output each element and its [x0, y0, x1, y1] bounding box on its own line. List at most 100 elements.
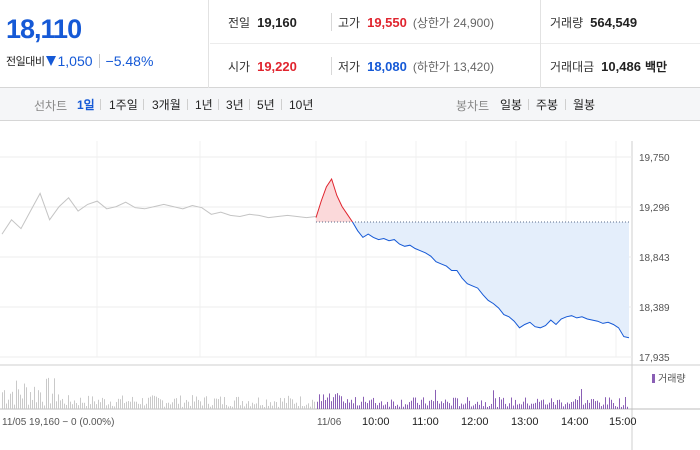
- volume-bar-prev: [162, 400, 163, 409]
- period-10y[interactable]: 10년: [289, 98, 314, 112]
- volume-bar-prev: [64, 403, 65, 409]
- volume-bar-prev: [274, 401, 275, 409]
- volume-bar-prev: [92, 396, 93, 409]
- stat-amount: 거래대금 10,486 백만: [550, 44, 667, 88]
- volume-bar-prev: [256, 403, 257, 409]
- change-value: 1,050: [57, 53, 93, 69]
- chart-toolbar: 선차트 1일 1주일 3개월 1년 3년 5년 10년 봉차트 일봉 주봉 월봉: [0, 88, 700, 121]
- x-tick-label: 15:00: [609, 416, 637, 428]
- volume-bar-prev: [200, 401, 201, 409]
- candle-monthly[interactable]: 월봉: [573, 98, 596, 112]
- volume-bar-prev: [184, 402, 185, 409]
- period-3y[interactable]: 3년: [226, 98, 244, 112]
- divider: [249, 99, 250, 110]
- x-tick-label: 11:00: [412, 416, 439, 428]
- stat-label: 전일: [228, 15, 251, 30]
- volume-bar-prev: [142, 398, 143, 409]
- volume-bar-prev: [224, 397, 225, 409]
- volume-bar: [457, 398, 458, 409]
- volume-bar-prev: [26, 387, 27, 409]
- volume-bar-prev: [314, 401, 315, 409]
- volume-bar: [605, 397, 606, 409]
- volume-bar: [547, 404, 548, 409]
- volume-bar: [563, 406, 564, 409]
- volume-bar-prev: [30, 392, 31, 409]
- volume-bar: [423, 397, 424, 409]
- volume-bar: [551, 398, 552, 409]
- volume-bar: [353, 403, 354, 409]
- prev-day-info: 11/05 19,160 − 0 (0.00%): [2, 417, 114, 428]
- volume-bar: [617, 406, 618, 409]
- volume-bar-prev: [178, 403, 179, 409]
- x-axis: 11/05 19,160 − 0 (0.00%) 11/06 10:00 11:00 1…: [2, 416, 637, 428]
- volume-bar: [559, 399, 560, 409]
- stat-unit: 백만: [644, 59, 668, 74]
- divider: [540, 0, 541, 88]
- volume-bar-prev: [94, 401, 95, 409]
- volume-bar: [533, 403, 534, 409]
- volume-bar-prev: [310, 406, 311, 409]
- volume-bar-prev: [100, 402, 101, 409]
- x-tick-label: 13:00: [511, 416, 539, 428]
- lower-limit: (하한가 13,420): [412, 59, 495, 74]
- volume-bar: [373, 397, 374, 409]
- divider: [331, 57, 332, 75]
- volume-bar-prev: [128, 401, 129, 409]
- volume-bar-prev: [74, 400, 75, 409]
- volume-bar-prev: [252, 402, 253, 409]
- volume-bar-prev: [220, 396, 221, 409]
- volume-bar: [389, 406, 390, 409]
- volume-bar: [567, 402, 568, 409]
- volume-bar-prev: [202, 405, 203, 409]
- divider: [218, 99, 219, 110]
- volume-bar: [339, 395, 340, 409]
- volume-bar: [507, 406, 508, 409]
- period-1d[interactable]: 1일: [77, 98, 95, 112]
- stat-label: 시가: [228, 59, 251, 74]
- volume-bar: [459, 406, 460, 409]
- volume-bar-prev: [6, 403, 7, 409]
- period-1w[interactable]: 1주일: [109, 98, 138, 112]
- volume-bar: [603, 404, 604, 409]
- volume-bar-prev: [152, 395, 153, 409]
- volume-bar: [485, 402, 486, 409]
- volume-bar: [475, 403, 476, 409]
- period-5y[interactable]: 5년: [257, 98, 275, 112]
- volume-bar-prev: [28, 404, 29, 409]
- volume-bar: [497, 406, 498, 409]
- volume-bar-prev: [186, 399, 187, 409]
- volume-bar: [523, 401, 524, 409]
- volume-bar-prev: [46, 378, 47, 409]
- price-chart[interactable]: 19,750 19,296 18,843 18,389 17,935 거래량 11/05…: [0, 121, 700, 450]
- volume-bar-prev: [222, 404, 223, 409]
- volume-bar: [439, 403, 440, 409]
- volume-bar-prev: [166, 403, 167, 409]
- volume-bar: [595, 401, 596, 409]
- volume-bar-prev: [132, 396, 133, 409]
- volume-bar-prev: [294, 403, 295, 409]
- volume-bar: [327, 397, 328, 409]
- period-3m[interactable]: 3개월: [152, 98, 181, 112]
- volume-bar: [467, 397, 468, 409]
- candle-weekly[interactable]: 주봉: [536, 98, 559, 112]
- volume-bar-prev: [210, 406, 211, 409]
- y-tick-label: 19,750: [639, 153, 670, 164]
- stat-label: 거래량: [550, 15, 584, 30]
- volume-bar: [503, 397, 504, 409]
- volume-bar-prev: [182, 406, 183, 409]
- volume-bar: [621, 406, 622, 409]
- volume-bar-prev: [32, 399, 33, 409]
- period-1y[interactable]: 1년: [195, 98, 213, 112]
- volume-bar-prev: [80, 397, 81, 409]
- volume-bar: [537, 398, 538, 409]
- volume-bar: [397, 404, 398, 409]
- x-tick-label: 10:00: [362, 416, 390, 428]
- volume-bar-prev: [12, 391, 13, 409]
- volume-bar: [591, 399, 592, 409]
- volume-bar: [479, 404, 480, 409]
- volume-bar: [437, 400, 438, 409]
- volume-bar-prev: [194, 401, 195, 409]
- candle-daily[interactable]: 일봉: [500, 98, 523, 112]
- volume-bar: [323, 394, 324, 409]
- price-lines: [1, 177, 630, 339]
